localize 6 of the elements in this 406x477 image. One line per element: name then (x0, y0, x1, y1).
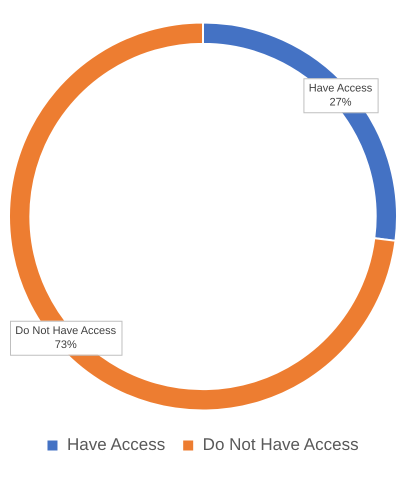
slice-label: Do Not Have Access (15, 324, 117, 337)
data-label: 73% (54, 338, 77, 351)
data-label: 27% (330, 96, 352, 108)
legend-label: Do Not Have Access (202, 435, 359, 454)
legend-label: Have Access (66, 435, 166, 454)
slice-label: Have Access (308, 82, 373, 94)
